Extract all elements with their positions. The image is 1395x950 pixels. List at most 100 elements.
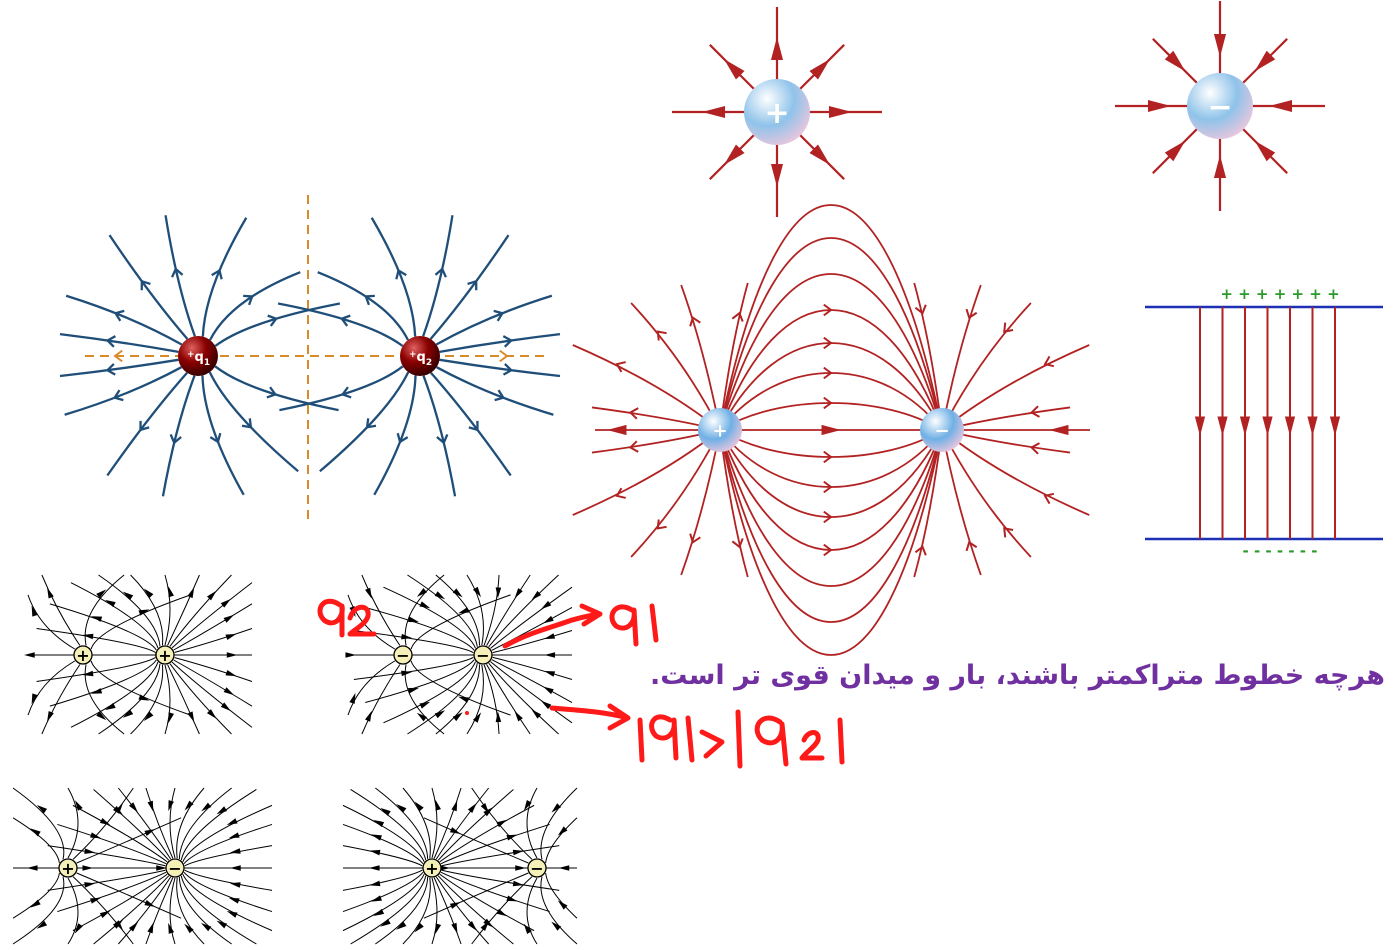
field-arrowhead: [340, 386, 352, 399]
charge-q2: +q2: [400, 336, 440, 376]
field-arrowhead: [1217, 416, 1228, 436]
field-arrowhead: [140, 279, 151, 291]
field-arrowhead: [47, 587, 54, 599]
field-line: [437, 875, 514, 945]
field-line: [173, 603, 253, 651]
field-arrowhead: [220, 702, 231, 712]
field-arrowhead: [396, 921, 407, 930]
field-arrowhead: [480, 920, 490, 931]
field-line: [41, 574, 81, 646]
field-arrowhead: [82, 633, 94, 640]
field-line: [59, 358, 179, 378]
field-line: [167, 664, 200, 735]
field-arrowhead: [452, 588, 463, 598]
field-line: [402, 787, 431, 859]
field-arrowhead: [514, 711, 523, 722]
field-line: [719, 309, 943, 431]
field-arrowhead: [435, 799, 441, 811]
field-arrowhead: [451, 922, 458, 934]
field-arrowhead: [543, 686, 554, 695]
field-arrowhead: [689, 316, 701, 327]
field-line: [719, 429, 943, 551]
field-line: [719, 429, 943, 623]
field-arrowhead: [368, 865, 380, 871]
field-arrowhead: [823, 480, 833, 494]
field-line: [383, 661, 476, 724]
field-line: [47, 869, 166, 891]
field-line: [491, 607, 573, 651]
field-line: [350, 875, 427, 945]
field-line: [353, 656, 474, 680]
field-arrowhead: [434, 591, 446, 600]
positive-charge-field: +: [665, 5, 890, 220]
field-arrowhead: [122, 709, 134, 718]
field-arrowhead: [458, 607, 470, 614]
field-line: [49, 603, 157, 651]
field-line: [72, 804, 168, 863]
field-arrowhead: [225, 633, 237, 640]
field-arrowhead: [1213, 33, 1227, 57]
field-arrowhead: [225, 670, 237, 677]
field-line: [93, 875, 170, 945]
field-line: [36, 657, 156, 682]
field-arrowhead: [31, 605, 38, 617]
field-arrowhead: [36, 804, 48, 814]
field-arrowhead: [496, 819, 508, 828]
field-line: [90, 594, 191, 650]
field-arrowhead: [395, 268, 407, 280]
field-arrowhead: [1049, 424, 1069, 436]
field-line: [130, 574, 164, 646]
field-arrowhead: [449, 827, 461, 835]
field-line: [90, 660, 191, 716]
field-arrowhead: [380, 918, 391, 927]
field-line: [84, 574, 125, 646]
field-line: [435, 787, 490, 860]
field-line: [201, 375, 245, 496]
field-line: [70, 661, 159, 728]
field-arrowhead: [823, 303, 833, 317]
field-line: [342, 872, 424, 913]
field-line: [410, 594, 511, 650]
small-strong-positive-negative: + −: [340, 785, 580, 947]
field-arrowhead: [544, 633, 556, 639]
field-arrowhead: [1329, 416, 1341, 436]
field-line: [176, 787, 205, 859]
handwritten-annotation: [310, 580, 910, 780]
field-line: [491, 659, 573, 703]
negative-charge-field: −: [1110, 1, 1330, 217]
field-line: [361, 574, 401, 646]
field-arrowhead: [122, 591, 134, 600]
positive-charge: +: [744, 79, 810, 145]
field-arrowhead: [1213, 155, 1227, 179]
negative-charge-sign: −: [1207, 90, 1232, 125]
field-arrowhead: [187, 587, 195, 599]
field-arrowhead: [468, 420, 479, 432]
field-arrowhead: [1194, 416, 1206, 436]
field-arrowhead: [369, 880, 381, 887]
field-arrowhead: [467, 921, 477, 931]
field-arrowhead: [228, 832, 240, 839]
field-arrowhead: [84, 848, 96, 854]
axis-arrow-left: [113, 349, 123, 363]
field-arrowhead: [472, 586, 482, 598]
field-arrowhead: [184, 800, 194, 811]
field-arrowhead: [965, 308, 978, 320]
field-line: [93, 789, 170, 861]
field-line: [471, 876, 533, 945]
field-arrowhead: [512, 880, 524, 887]
field-line: [492, 630, 573, 654]
field-arrowhead: [1043, 492, 1055, 505]
field-arrowhead: [243, 294, 254, 306]
field-arrowhead: [451, 800, 458, 812]
field-line: [680, 284, 721, 431]
field-line: [441, 845, 560, 867]
field-arrowhead: [144, 829, 156, 837]
field-line: [572, 429, 721, 516]
field-arrowhead: [105, 335, 116, 348]
handwritten-q2-left: [317, 598, 345, 638]
field-arrowhead: [226, 818, 238, 825]
field-arrowhead: [371, 895, 382, 902]
field-line: [941, 344, 1090, 431]
field-line: [12, 876, 65, 945]
field-arrowhead: [206, 590, 217, 601]
